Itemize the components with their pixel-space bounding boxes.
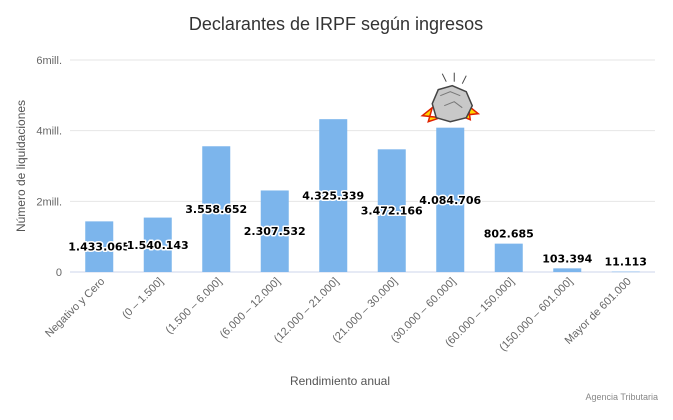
- y-axis-ticks: 0 2mill. 4mill. 6mill.: [36, 55, 62, 279]
- bar: [611, 271, 640, 273]
- bar: [85, 221, 114, 272]
- credit-text: Agencia Tributaria: [585, 392, 658, 402]
- x-tick-label: (6.000 – 12.000]: [218, 276, 283, 341]
- data-label: 4.084.706: [419, 194, 481, 207]
- bar: [319, 119, 348, 272]
- y-tick-label: 2mill.: [36, 196, 62, 208]
- data-label: 103.394: [542, 252, 592, 265]
- x-tick-label: Mayor de 601.000: [563, 276, 634, 347]
- chart-title: Declarantes de IRPF según ingresos: [189, 14, 483, 34]
- bar: [260, 190, 289, 272]
- y-tick-label: 0: [56, 267, 62, 279]
- bar: [436, 127, 465, 272]
- data-label: 4.325.339: [302, 190, 364, 203]
- bar: [553, 268, 582, 272]
- y-tick-label: 4mill.: [36, 126, 62, 138]
- data-label: 3.472.166: [361, 205, 423, 218]
- bar: [202, 146, 231, 272]
- falling-rock-icon: [420, 72, 481, 123]
- data-label: 2.307.532: [244, 225, 306, 238]
- data-label: 1.433.065: [68, 241, 130, 254]
- x-tick-label: (0 – 1.500]: [120, 276, 166, 322]
- bar: [143, 217, 172, 272]
- y-axis-title: Número de liquidaciones: [14, 100, 28, 232]
- x-tick-label: Negativo y Cero: [43, 276, 107, 340]
- data-label: 3.558.652: [185, 203, 247, 216]
- y-tick-label: 6mill.: [36, 55, 62, 67]
- data-label: 802.685: [484, 228, 534, 241]
- bar: [377, 149, 406, 272]
- data-label: 1.540.143: [127, 239, 189, 252]
- bars: [85, 119, 640, 273]
- bar: [494, 243, 523, 272]
- x-tick-label: (1.500 – 6.000]: [164, 276, 225, 337]
- x-axis-title: Rendimiento anual: [290, 374, 390, 388]
- data-label: 11.113: [605, 256, 647, 269]
- x-axis-ticks: Negativo y Cero (0 – 1.500](1.500 – 6.000…: [43, 276, 634, 354]
